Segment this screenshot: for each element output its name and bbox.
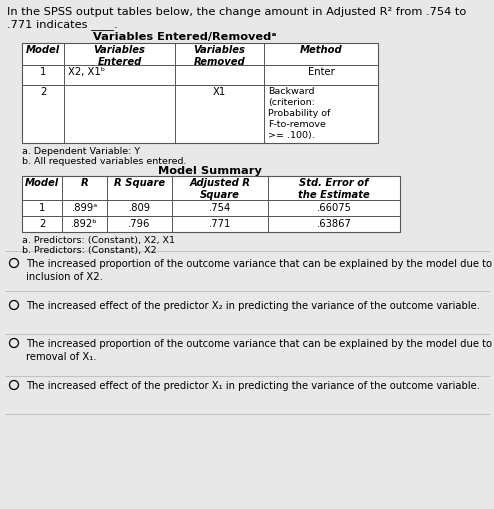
Text: Adjusted R
Square: Adjusted R Square	[190, 178, 250, 200]
Text: b. All requested variables entered.: b. All requested variables entered.	[22, 157, 187, 166]
Text: Variables
Entered: Variables Entered	[93, 45, 146, 67]
Text: 2: 2	[39, 219, 45, 229]
Text: Model: Model	[26, 45, 60, 55]
Text: b. Predictors: (Constant), X2: b. Predictors: (Constant), X2	[22, 246, 157, 255]
Text: .809: .809	[128, 203, 151, 213]
Text: .899ᵃ: .899ᵃ	[71, 203, 98, 213]
Text: The increased proportion of the outcome variance that can be explained by the mo: The increased proportion of the outcome …	[26, 339, 494, 362]
Text: Backward
(criterion:
Probability of
F-to-remove
>= .100).: Backward (criterion: Probability of F-to…	[268, 87, 330, 140]
Text: a. Dependent Variable: Y: a. Dependent Variable: Y	[22, 147, 140, 156]
Bar	[22, 43, 378, 143]
Text: .892ᵇ: .892ᵇ	[71, 219, 98, 229]
Bar	[22, 176, 400, 232]
Text: .63867: .63867	[317, 219, 351, 229]
Text: 2: 2	[40, 87, 46, 97]
Text: a. Predictors: (Constant), X2, X1: a. Predictors: (Constant), X2, X1	[22, 236, 175, 245]
Text: The increased proportion of the outcome variance that can be explained by the mo: The increased proportion of the outcome …	[26, 259, 494, 282]
Text: X1: X1	[213, 87, 226, 97]
Text: X2, X1ᵇ: X2, X1ᵇ	[68, 67, 105, 77]
Text: .66075: .66075	[317, 203, 352, 213]
Text: In the SPSS output tables below, the change amount in Adjusted R² from .754 to: In the SPSS output tables below, the cha…	[7, 7, 466, 17]
Text: .754: .754	[209, 203, 231, 213]
Text: .771: .771	[209, 219, 231, 229]
Text: .796: .796	[128, 219, 151, 229]
Text: Model: Model	[25, 178, 59, 188]
Text: Method: Method	[300, 45, 342, 55]
Text: Variables
Removed: Variables Removed	[194, 45, 246, 67]
Text: 1: 1	[40, 67, 46, 77]
Text: Model Summary: Model Summary	[158, 166, 262, 176]
Text: Enter: Enter	[308, 67, 334, 77]
Text: 1: 1	[39, 203, 45, 213]
Text: Variables Entered/Removedᵃ: Variables Entered/Removedᵃ	[93, 32, 277, 42]
Text: .771 indicates ____.: .771 indicates ____.	[7, 19, 118, 30]
Text: R: R	[81, 178, 88, 188]
Text: The increased effect of the predictor X₁ in predicting the variance of the outco: The increased effect of the predictor X₁…	[26, 381, 480, 391]
Text: R Square: R Square	[114, 178, 165, 188]
Text: Std. Error of
the Estimate: Std. Error of the Estimate	[298, 178, 370, 200]
Text: The increased effect of the predictor X₂ in predicting the variance of the outco: The increased effect of the predictor X₂…	[26, 301, 480, 311]
